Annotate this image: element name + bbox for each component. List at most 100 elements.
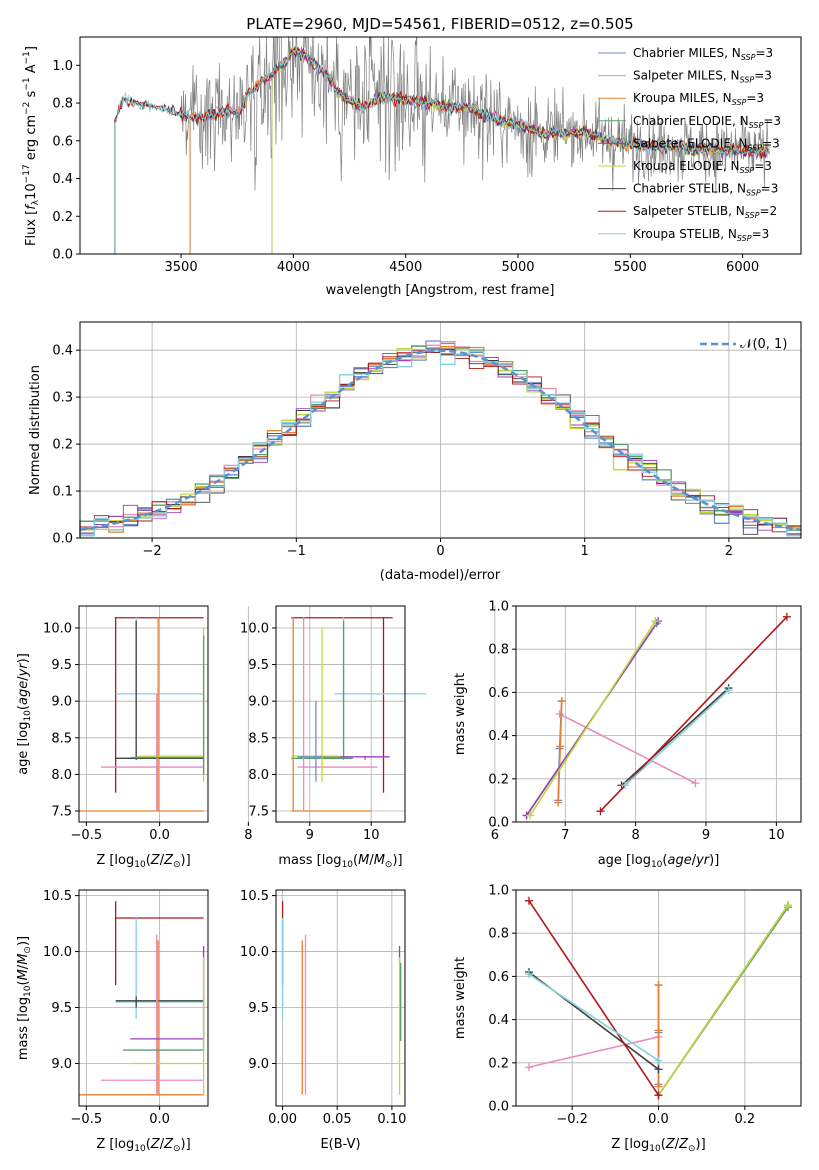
z_weight-marker-salpeter_stelib — [524, 896, 533, 905]
normal-curve — [79, 349, 802, 532]
z_age-ytick-label: 9.5 — [51, 658, 72, 673]
spectrum-legend: Chabrier MILES, NSSP=3 Salpeter MILES, NS… — [598, 46, 781, 243]
z_weight-marker-kroupa_miles — [654, 1082, 663, 1091]
residuals-frame — [79, 321, 802, 539]
z_weight-plot-area — [524, 896, 793, 1100]
age_weight-marker-kroupa_miles — [554, 798, 563, 807]
residuals-ytick-label: 0.3 — [52, 391, 73, 406]
age_weight-marker-salpeter_stelib — [596, 807, 605, 816]
z_weight-marker-kroupa_elodie — [784, 901, 793, 910]
spectrum-xtick-label: 4000 — [277, 260, 310, 275]
z_mass-frame — [78, 889, 209, 1107]
legend-label-kroupa_elodie: Kroupa ELODIE, NSSP=3 — [633, 159, 772, 175]
ebv_mass-plot-area — [281, 901, 402, 1095]
normal-legend-label: 𝒩(0, 1) — [740, 337, 787, 352]
age-weight-panel: 6 7 8 9 10 0.0 0.2 0.4 0.6 0.8 1.0 age [log10(age/y… — [453, 600, 802, 870]
age_weight-marker-kroupa_miles — [556, 742, 565, 751]
ebv_mass-grid: 0.00 0.05 0.10 9.0 9.5 10.0 10.5 — [240, 889, 406, 1127]
age_weight-marker-salpeter_miles — [555, 710, 564, 718]
residuals-xtick-label: −1 — [287, 544, 306, 559]
residuals-panel: −2 −1 0 1 2 0.0 0.1 0.2 0.3 0.4 (data-model)/erro… — [28, 321, 802, 583]
z-mass-panel: −0.5 0.0 9.0 9.5 10.0 10.5 Z [log10(Z/Z⊙)] mass… — [16, 889, 209, 1154]
ebv_mass-ytick-label: 10.5 — [240, 889, 269, 904]
z_mass-plot-area — [79, 901, 205, 1096]
spectrum-title: PLATE=2960, MJD=54561, FIBERID=0512, z=0… — [246, 15, 633, 33]
age_weight-marker-salpeter_stelib — [782, 612, 791, 621]
legend-label-kroupa_miles: Kroupa MILES, NSSP=3 — [633, 91, 764, 107]
age_weight-ylabel: mass weight — [453, 673, 468, 755]
age_weight-ytick-label: 0.0 — [488, 816, 509, 831]
z_weight-xtick-label: 0.2 — [735, 1112, 756, 1127]
z_age-xtick-label: −0.5 — [71, 828, 103, 843]
spectrum-axes: 3500 4000 4500 5000 5500 6000 0.0 0.2 0.4 0.6 0.8 1… — [52, 59, 759, 275]
z_weight-grid: −0.2 0.0 0.2 0.0 0.2 0.4 0.6 0.8 1.0 — [488, 884, 801, 1127]
spectrum-ylabel: Flux [fλ10−17 erg cm−2 s−1 A−1] — [22, 46, 41, 246]
residuals-ytick-label: 0.4 — [52, 344, 73, 359]
residuals-ytick-label: 0.2 — [52, 438, 73, 453]
spectrum-ytick-label: 0.4 — [52, 172, 73, 187]
mass_age-ytick-label: 10.0 — [240, 621, 269, 636]
ebv_mass-xtick-label: 0.05 — [323, 1112, 352, 1127]
age_weight-marker-kroupa_elodie — [651, 617, 660, 626]
spectrum-ytick-label: 0.2 — [52, 210, 73, 225]
z_age-xlabel: Z [log10(Z/Z⊙)] — [96, 853, 190, 870]
z_age-frame — [78, 605, 209, 823]
z-age-panel: −0.5 0.0 7.5 8.0 8.5 9.0 9.5 10.0 Z [log10(Z/Z⊙)… — [16, 605, 209, 870]
spectrum-ytick-label: 1.0 — [52, 59, 73, 74]
residuals-ytick-label: 0.0 — [52, 532, 73, 547]
residuals-xtick-label: −2 — [143, 544, 162, 559]
z_weight-marker-salpeter_stelib — [654, 1091, 663, 1100]
age_weight-xtick-label: 6 — [491, 828, 499, 843]
legend-label-salpeter_stelib: Salpeter STELIB, NSSP=2 — [633, 204, 777, 220]
residuals-xlabel: (data-model)/error — [380, 568, 501, 583]
z-weight-panel: −0.2 0.0 0.2 0.0 0.2 0.4 0.6 0.8 1.0 Z [log10(Z/Z… — [453, 884, 802, 1154]
mass_age-xtick-label: 9 — [306, 828, 314, 843]
residuals-ylabel: Normed distribution — [28, 365, 43, 495]
z_weight-ytick-label: 0.0 — [488, 1100, 509, 1115]
residuals-plot-area — [79, 340, 802, 538]
spectrum-xlabel: wavelength [Angstrom, rest frame] — [326, 283, 555, 298]
z_weight-frame — [515, 889, 802, 1107]
ebv_mass-frame — [275, 889, 406, 1107]
mass_age-xlabel: mass [log10(M/M⊙)] — [278, 853, 402, 870]
legend-label-chabrier_stelib: Chabrier STELIB, NSSP=3 — [633, 182, 778, 198]
mass_age-ytick-label: 7.5 — [248, 805, 269, 820]
residuals-xtick-label: 1 — [581, 544, 589, 559]
age_weight-line-salpeter_miles — [559, 713, 696, 784]
z_age-xtick-label: 0.0 — [149, 828, 170, 843]
mass_age-plot-area — [291, 616, 427, 812]
age_weight-ytick-label: 0.6 — [488, 686, 509, 701]
mass_age-ytick-label: 8.0 — [248, 768, 269, 783]
age_weight-marker-kroupa_miles — [557, 697, 566, 706]
legend-label-salpeter_elodie: Salpeter ELODIE, NSSP=3 — [633, 136, 780, 152]
z_weight-marker-kroupa_miles — [654, 1026, 663, 1035]
residuals-xtick-label: 0 — [436, 544, 444, 559]
residuals-ytick-label: 0.1 — [52, 485, 73, 500]
z_weight-ylabel: mass weight — [453, 957, 468, 1039]
z_age-ytick-label: 7.5 — [51, 805, 72, 820]
spectrum-ytick-label: 0.8 — [52, 97, 73, 112]
z_weight-line-salpeter_stelib — [528, 900, 660, 1096]
z_weight-marker-salpeter_miles — [524, 1063, 533, 1072]
spectrum-ytick-label: 0.0 — [52, 248, 73, 263]
age_weight-xtick-label: 8 — [631, 828, 639, 843]
ebv-mass-panel: 0.00 0.05 0.10 9.0 9.5 10.0 10.5 E(B-V) — [240, 889, 406, 1152]
z_mass-ylabel: mass [log10(M/M⊙)] — [16, 936, 33, 1060]
age_weight-ytick-label: 0.4 — [488, 729, 509, 744]
mass_age-ytick-label: 9.0 — [248, 695, 269, 710]
z_mass-ytick-label: 10.0 — [43, 945, 72, 960]
age_weight-ytick-label: 1.0 — [488, 600, 509, 615]
z_weight-xtick-label: 0.0 — [648, 1112, 669, 1127]
z_weight-ytick-label: 0.2 — [488, 1056, 509, 1071]
mass_age-xtick-label: 8 — [244, 828, 252, 843]
z_weight-ytick-label: 1.0 — [488, 884, 509, 899]
age_weight-plot-area — [522, 612, 791, 820]
ebv_mass-ytick-label: 10.0 — [240, 945, 269, 960]
mass_age-frame — [275, 605, 406, 823]
ebv_mass-xtick-label: 0.00 — [268, 1112, 297, 1127]
spectrum-xtick-label: 5500 — [614, 260, 647, 275]
age_weight-grid: 6 7 8 9 10 0.0 0.2 0.4 0.6 0.8 1.0 — [488, 600, 801, 843]
z_mass-grid: −0.5 0.0 9.0 9.5 10.0 10.5 — [43, 889, 208, 1127]
z_age-ytick-label: 10.0 — [43, 621, 72, 636]
